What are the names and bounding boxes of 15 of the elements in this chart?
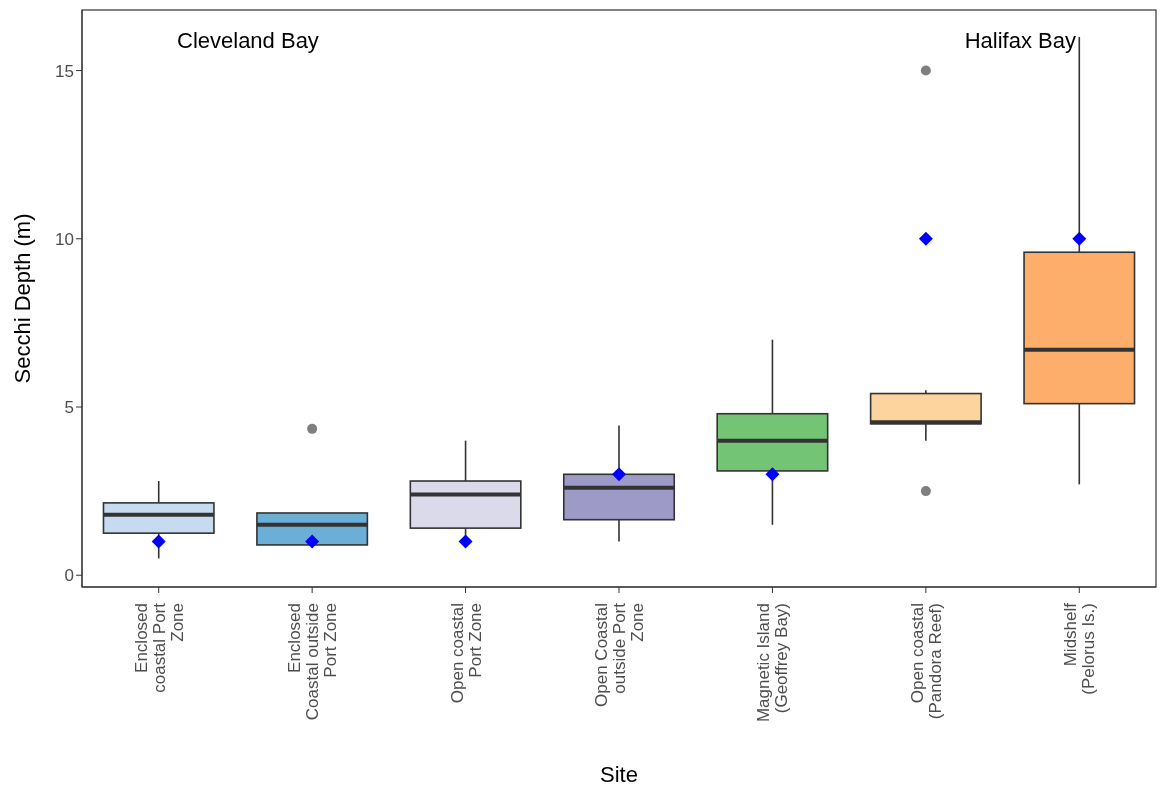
- x-tick-label: Enclosed coastal Port Zone: [131, 602, 187, 693]
- x-axis-title: Site: [600, 762, 638, 787]
- y-tick-label: 15: [55, 61, 74, 81]
- x-tick-label: Open Coastal outside Port Zone: [592, 602, 647, 707]
- y-tick-label: 5: [64, 398, 74, 418]
- annotation: Cleveland Bay: [177, 28, 319, 53]
- x-tick-label: Enclosed Coastal outside Port Zone: [285, 603, 341, 721]
- y-tick-label: 0: [64, 566, 74, 586]
- x-tick-label: Open coastal (Pandora Reef): [907, 603, 945, 720]
- y-tick-label: 10: [55, 229, 74, 249]
- x-tick-label: Midshelf (Pelorus Is.): [1061, 602, 1099, 695]
- x-tick-label: Open coastal Port Zone: [447, 603, 485, 704]
- y-axis-title: Secchi Depth (m): [9, 213, 35, 384]
- annotation: Halifax Bay: [964, 28, 1076, 53]
- x-tick-label: Magnetic Island (Geoffrey Bay): [754, 603, 792, 723]
